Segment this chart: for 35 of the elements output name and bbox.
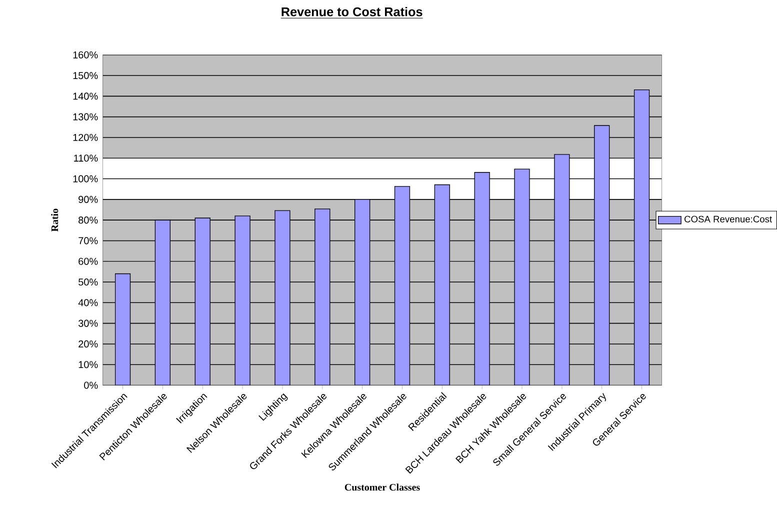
y-tick-label: 130%: [73, 113, 98, 120]
bar: [594, 125, 610, 386]
y-tick-label: 30%: [78, 320, 98, 327]
y-tick-label: 50%: [78, 278, 98, 286]
y-tick-label: 20%: [78, 340, 98, 348]
y-tick-label: 150%: [73, 72, 98, 80]
bar: [154, 220, 171, 386]
y-axis-title: Ratio: [51, 208, 58, 232]
bar: [194, 218, 210, 386]
y-tick-label: 120%: [73, 134, 98, 142]
chart-title: Revenue to Cost Ratios: [282, 6, 422, 16]
bar: [274, 210, 290, 386]
bar: [434, 184, 450, 386]
bar: [514, 168, 530, 386]
y-tick-label: 80%: [78, 216, 98, 224]
bar: [354, 199, 370, 386]
y-tick-label: 110%: [74, 154, 98, 162]
legend-label: COSA Revenue:Cost: [684, 216, 772, 222]
y-tick-label: 40%: [78, 299, 98, 306]
bar: [634, 89, 650, 386]
x-axis-title: Customer Classes: [344, 484, 420, 491]
bar: [114, 273, 131, 386]
bar: [314, 208, 330, 386]
y-tick-label: 70%: [78, 237, 98, 244]
y-tick-label: 60%: [78, 258, 98, 265]
y-tick-label: 10%: [78, 361, 98, 368]
y-tick-label: 0%: [84, 382, 98, 389]
bar: [554, 154, 570, 386]
bar: [394, 186, 410, 386]
y-tick-label: 160%: [73, 51, 98, 58]
bar: [234, 216, 250, 386]
y-tick-label: 140%: [73, 92, 98, 100]
y-tick-label: 100%: [73, 175, 98, 182]
bar: [474, 172, 490, 386]
y-tick-label: 90%: [78, 196, 98, 203]
